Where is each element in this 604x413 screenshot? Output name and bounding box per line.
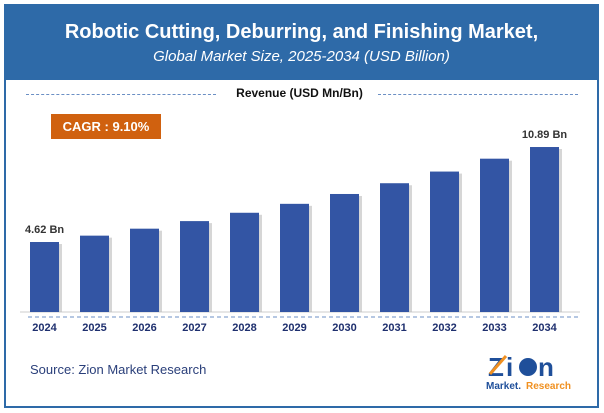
chart-title: Robotic Cutting, Deburring, and Finishin… <box>64 21 539 43</box>
chart-subtitle: Global Market Size, 2025-2034 (USD Billi… <box>153 48 450 65</box>
x-tick-label: 2034 <box>532 322 557 334</box>
x-tick-label: 2032 <box>432 322 456 334</box>
x-tick-label: 2025 <box>82 322 106 334</box>
bar-2032 <box>430 171 459 312</box>
x-tick-label: 2030 <box>332 322 356 334</box>
zion-logo: Z i n Market. Research <box>484 350 574 394</box>
x-tick-label: 2029 <box>282 322 306 334</box>
svg-text:i: i <box>506 352 513 382</box>
cagr-badge: CAGR : 9.10% <box>51 114 161 139</box>
data-label: 10.89 Bn <box>522 129 568 141</box>
bar-2025 <box>80 235 109 312</box>
bar-2029 <box>280 203 309 312</box>
data-label: 4.62 Bn <box>25 224 64 236</box>
header: Robotic Cutting, Deburring, and Finishin… <box>6 6 597 80</box>
x-tick-label: 2031 <box>382 322 406 334</box>
svg-text:n: n <box>538 352 554 382</box>
bar-2027 <box>180 221 209 312</box>
bar-2026 <box>130 228 159 312</box>
bar-2034 <box>530 147 559 312</box>
x-tick-label: 2024 <box>32 322 57 334</box>
svg-text:Research: Research <box>526 381 571 392</box>
bar-2033 <box>480 158 509 312</box>
legend-dash-left <box>26 94 216 95</box>
bar-2024 <box>30 242 59 312</box>
bar-2031 <box>380 183 409 312</box>
x-tick-label: 2028 <box>232 322 256 334</box>
source-text: Source: Zion Market Research <box>30 362 207 377</box>
svg-text:Market.: Market. <box>486 381 521 392</box>
x-tick-label: 2033 <box>482 322 506 334</box>
bar-2030 <box>330 193 359 312</box>
legend-dash-right <box>378 94 578 95</box>
legend-label: Revenue (USD Mn/Bn) <box>236 86 363 100</box>
bar-2028 <box>230 212 259 312</box>
x-tick-label: 2026 <box>132 322 156 334</box>
x-tick-label: 2027 <box>182 322 206 334</box>
